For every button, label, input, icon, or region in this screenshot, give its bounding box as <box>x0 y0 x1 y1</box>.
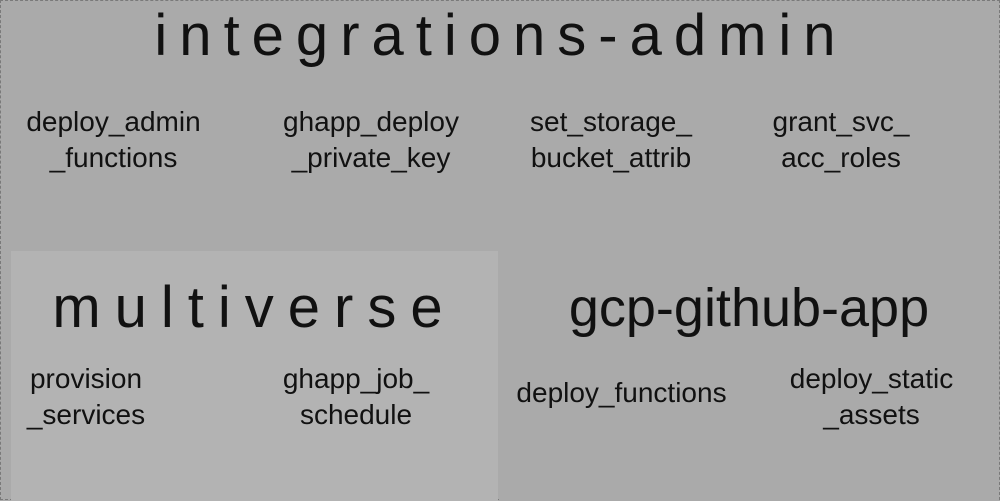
node-ghapp-job-schedule: ghapp_job_ schedule <box>256 361 456 433</box>
node-label-line: grant_svc_ <box>772 106 910 137</box>
node-label-line: schedule <box>299 399 413 430</box>
node-label-line: acc_roles <box>781 142 901 173</box>
node-label-line: _functions <box>49 142 178 173</box>
node-label-line: deploy_admin <box>26 106 201 137</box>
node-ghapp-deploy-private-key: ghapp_deploy _private_key <box>266 104 476 176</box>
node-label-line: ghapp_job_ <box>282 363 430 394</box>
integrations-admin-title: integrations-admin <box>154 3 848 68</box>
node-label-line: set_storage_ <box>530 106 692 137</box>
multiverse-region: multiverse provision _services ghapp_job… <box>11 251 498 501</box>
node-label-line: _private_key <box>291 142 451 173</box>
node-label-line: deploy_static <box>789 363 954 394</box>
multiverse-title: multiverse <box>52 275 457 340</box>
gcp-github-app-region: gcp-github-app deploy_functions deploy_s… <box>499 251 999 501</box>
node-deploy-admin-functions: deploy_admin _functions <box>11 104 216 176</box>
node-label-line: bucket_attrib <box>530 142 692 173</box>
node-label-line: _services <box>26 399 146 430</box>
node-deploy-static-assets: deploy_static _assets <box>774 361 969 433</box>
node-label-line: provision <box>29 363 143 394</box>
node-label-line: ghapp_deploy <box>283 106 459 137</box>
node-set-storage-bucket-attrib: set_storage_ bucket_attrib <box>506 104 716 176</box>
node-label-line: deploy_functions <box>516 377 727 408</box>
gcp-github-app-title: gcp-github-app <box>568 278 930 338</box>
node-deploy-functions: deploy_functions <box>499 375 744 411</box>
node-provision-services: provision _services <box>11 361 161 433</box>
node-label-line: _assets <box>823 399 920 430</box>
node-grant-svc-acc-roles: grant_svc_ acc_roles <box>741 104 941 176</box>
